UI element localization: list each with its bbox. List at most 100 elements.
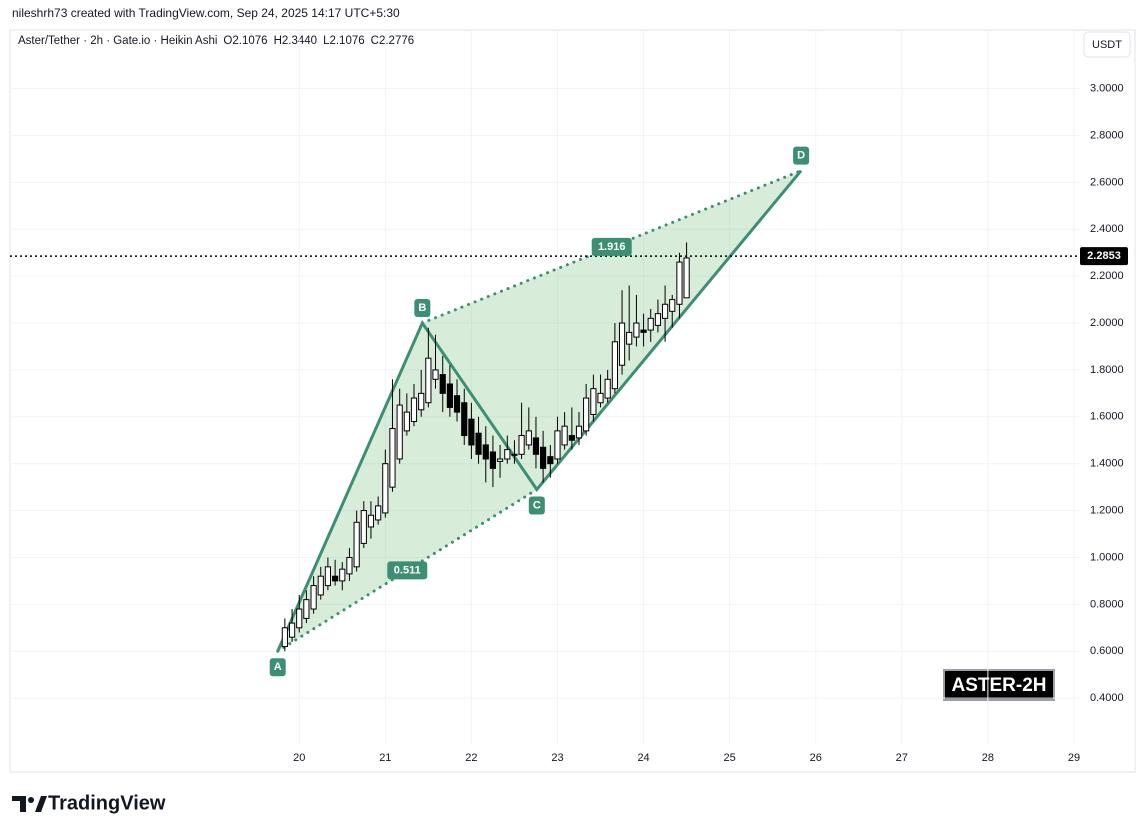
currency[interactable]: USDT xyxy=(1092,39,1122,51)
candle-body xyxy=(683,257,690,299)
chart-frame xyxy=(9,29,1136,773)
candle-body xyxy=(611,341,618,390)
point-label: D xyxy=(797,150,805,162)
candle-body xyxy=(661,303,669,319)
brand-logo xyxy=(12,796,47,812)
x-tick-label: 28 xyxy=(982,752,994,764)
candle-body xyxy=(396,404,403,460)
y-tick-label: 2.4000 xyxy=(1090,223,1124,235)
candle-body xyxy=(346,556,353,575)
ohlc-value: 2.1076 xyxy=(329,35,364,47)
candle-body xyxy=(568,435,575,441)
y-tick-label: 2.2000 xyxy=(1090,270,1124,282)
y-tick-label: 1.8000 xyxy=(1090,364,1124,376)
x-tick-label: 26 xyxy=(810,752,822,764)
candle-body xyxy=(468,418,475,446)
candle-body xyxy=(324,566,332,587)
candle-body xyxy=(461,402,468,437)
credit: nileshrh73 created with TradingView.com,… xyxy=(12,6,400,20)
symbol-info: Aster/Tether · 2h · Gate.io · Heikin Ash… xyxy=(18,35,217,47)
candle-body xyxy=(410,397,418,422)
candle-body xyxy=(353,521,360,568)
candle-body xyxy=(332,575,339,582)
point-box xyxy=(528,496,545,515)
candle-body xyxy=(604,378,611,399)
y-tick-label: 1.6000 xyxy=(1090,411,1124,423)
candle-body xyxy=(654,313,662,326)
brand: TradingView xyxy=(48,792,166,814)
point-box xyxy=(793,146,810,165)
candle-body xyxy=(281,627,288,648)
x-tick-label: 22 xyxy=(465,752,477,764)
y-tick-label: 0.4000 xyxy=(1090,692,1124,704)
candle-body xyxy=(618,322,626,366)
currency-button[interactable] xyxy=(1083,31,1131,58)
pattern-fill xyxy=(422,170,802,490)
candle-body xyxy=(590,388,597,415)
candle-body xyxy=(382,463,389,514)
x-tick-label: 20 xyxy=(293,752,305,764)
candle-body xyxy=(418,392,425,411)
candle-body xyxy=(511,453,518,456)
ohlc-key: C xyxy=(371,35,379,47)
candle-body xyxy=(375,505,382,521)
y-tick-label: 2.6000 xyxy=(1090,176,1124,188)
candle-body xyxy=(496,458,504,462)
candle-body xyxy=(403,411,410,432)
candle-body xyxy=(367,514,375,528)
candle-body xyxy=(310,585,317,610)
candle-body xyxy=(288,622,296,638)
x-tick-label: 29 xyxy=(1068,752,1080,764)
pattern-leg xyxy=(276,169,803,652)
candle-body xyxy=(296,608,303,629)
candle-body xyxy=(339,568,346,582)
y-tick-label: 2.8000 xyxy=(1090,129,1124,141)
candle-body xyxy=(389,428,396,488)
candle-body xyxy=(540,446,547,469)
candle-body xyxy=(626,331,633,345)
point-box xyxy=(269,658,286,677)
candle-body xyxy=(575,425,583,439)
candle-body xyxy=(482,444,489,460)
candle-body xyxy=(475,432,482,455)
last-price-box xyxy=(1080,247,1128,266)
pattern-dotted xyxy=(276,487,539,653)
candle-body xyxy=(525,430,532,446)
candle-body xyxy=(633,322,640,338)
candle-body xyxy=(317,575,324,596)
ratio-label: 1.916 xyxy=(598,241,626,253)
y-tick-label: 0.6000 xyxy=(1090,645,1124,657)
ohlc-key: L xyxy=(323,35,330,47)
ohlc-value: 2.1076 xyxy=(232,35,267,47)
candle-body xyxy=(518,435,525,455)
candle-body xyxy=(360,510,367,544)
candle-body xyxy=(446,383,453,408)
ohlc-key: O xyxy=(223,35,232,47)
candle-body xyxy=(432,369,439,380)
point-label: A xyxy=(274,661,282,673)
candle-body xyxy=(561,425,568,446)
y-tick-label: 1.2000 xyxy=(1090,504,1124,516)
point-box xyxy=(414,299,431,318)
y-tick-label: 1.0000 xyxy=(1090,551,1124,563)
candle-body xyxy=(676,261,683,305)
symbol-line: Aster/Tether · 2h · Gate.io · Heikin Ash… xyxy=(18,35,414,47)
candle-body xyxy=(583,397,590,432)
y-tick-label: 2.0000 xyxy=(1090,317,1124,329)
x-tick-label: 23 xyxy=(551,752,563,764)
plot xyxy=(276,169,803,653)
x-tick-label: 27 xyxy=(896,752,908,764)
candle-body xyxy=(439,374,446,394)
watermark-box xyxy=(943,669,1055,701)
candle-body xyxy=(547,456,554,465)
y-tick-label: 1.4000 xyxy=(1090,458,1124,470)
y-tick-label: 3.0000 xyxy=(1090,83,1124,95)
ratio-label: 0.511 xyxy=(394,564,421,576)
last-price-label: 2.2853 xyxy=(1087,250,1121,262)
candle-body xyxy=(640,329,647,333)
candle-body xyxy=(425,357,432,404)
candle-body xyxy=(303,599,310,619)
ohlc-key: H xyxy=(274,35,282,47)
candle-body xyxy=(647,317,654,331)
